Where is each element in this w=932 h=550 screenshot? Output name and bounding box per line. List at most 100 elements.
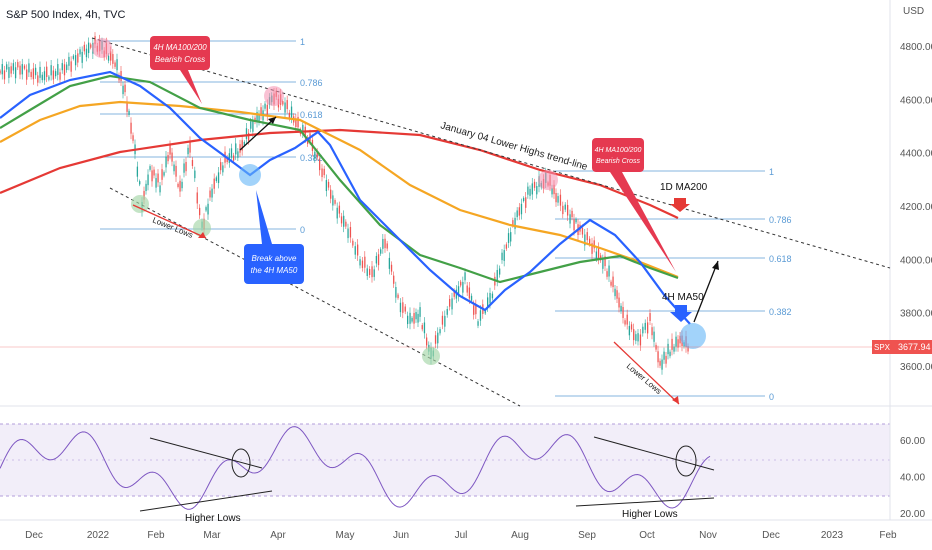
price-candle-body: [205, 207, 207, 211]
price-candle-body: [673, 346, 675, 352]
price-candle-body: [126, 101, 128, 112]
price-candle-body: [290, 106, 293, 118]
price-candle-body: [529, 188, 531, 196]
price-candle-body: [211, 188, 213, 198]
price-candle-body: [81, 51, 83, 63]
price-candle-body: [222, 165, 224, 173]
price-candle-body: [334, 200, 336, 204]
price-candle-body: [70, 61, 72, 72]
price-candle-body: [213, 178, 215, 189]
price-candle-body: [284, 102, 286, 113]
price-candle-body: [21, 64, 23, 75]
price-candle-body: [41, 74, 43, 81]
price-candle-body: [157, 173, 159, 183]
price-candle-body: [503, 250, 505, 261]
price-candle-body: [357, 244, 359, 256]
price-candle-body: [79, 49, 81, 55]
price-candle-body: [63, 64, 66, 76]
price-candle-body: [110, 51, 112, 61]
price-candle-body: [39, 66, 41, 78]
price-candle-body: [369, 269, 371, 275]
price-candle-body: [151, 170, 153, 182]
price-candle-body: [536, 186, 538, 195]
price-candle-body: [551, 188, 553, 195]
fib-level-label: 0.382: [300, 153, 323, 163]
price-candle-body: [181, 181, 183, 189]
price-candle-body: [264, 103, 266, 109]
price-candle-body: [340, 216, 343, 224]
price-candle-body: [512, 220, 514, 226]
ma50-4h-line: [0, 70, 691, 325]
price-tick-label: 4200.00: [900, 202, 932, 213]
price-candle-body: [217, 172, 220, 184]
price-candle-body: [175, 165, 177, 177]
price-candle-body: [384, 238, 386, 249]
price-candle-body: [589, 238, 591, 245]
callout-2-line-2: Bearish Cross: [596, 158, 640, 165]
price-candle-body: [371, 266, 373, 278]
price-candle-body: [32, 68, 35, 80]
price-candle-body: [630, 324, 633, 330]
price-candle-body: [395, 287, 397, 298]
price-candle-body: [669, 351, 671, 357]
time-tick-label: Dec: [25, 530, 43, 541]
breakout-arrow: [239, 116, 277, 151]
price-candle-body: [345, 221, 347, 227]
price-candle-body: [437, 332, 439, 344]
price-candle-body: [415, 312, 417, 320]
high-circle-2: [264, 86, 284, 106]
price-candle-body: [434, 335, 437, 344]
callout-break-above-ma50: Break above the 4H MA50: [244, 190, 304, 284]
price-candle-body: [484, 310, 486, 314]
price-candle-body: [241, 140, 243, 151]
price-candle-body: [28, 63, 30, 73]
price-candle-body: [347, 228, 349, 239]
price-tick-label: 4600.00: [900, 95, 932, 106]
time-tick-label: May: [336, 530, 355, 541]
price-candle-body: [12, 63, 15, 71]
price-candle-body: [19, 65, 21, 75]
price-candle-body: [161, 169, 163, 180]
price-candle-body: [562, 205, 564, 215]
price-candle-body: [77, 53, 79, 63]
price-candle-body: [402, 302, 404, 313]
low-circle-2: [193, 219, 211, 237]
price-candle-body: [584, 234, 586, 246]
price-candle-body: [149, 166, 151, 170]
price-candle-body: [43, 71, 46, 81]
callout-1-line-1: 4H MA100/200: [153, 43, 207, 52]
price-candle-body: [516, 210, 518, 218]
price-candle-body: [667, 343, 669, 355]
price-candle-body: [46, 66, 48, 77]
price-candle-body: [671, 338, 673, 350]
price-tick-label: 3600.00: [900, 362, 932, 373]
price-candle-body: [665, 355, 667, 364]
price-candle-body: [90, 44, 92, 48]
lower-lows-arrowhead-1: [198, 232, 206, 238]
ma100-4h-line: [0, 74, 679, 284]
price-candle-body: [677, 339, 679, 348]
price-candle-body: [479, 310, 482, 321]
fib-level-label: 1: [300, 37, 305, 47]
price-candle-body: [155, 178, 157, 188]
price-candle-body: [663, 351, 665, 360]
price-candle-body: [375, 256, 378, 264]
price-candle-body: [487, 297, 489, 308]
price-candle-body: [444, 315, 446, 327]
price-candle-body: [256, 111, 258, 123]
ma50-arrow: [670, 305, 692, 322]
price-candle-body: [466, 285, 468, 293]
price-candle-body: [191, 160, 194, 166]
price-candle-body: [522, 197, 525, 202]
price-candle-body: [386, 243, 388, 249]
rsi-tick-label: 60.00: [900, 436, 925, 447]
price-candle-body: [649, 313, 651, 321]
price-candle-body: [531, 183, 533, 195]
price-candle-body: [72, 55, 75, 59]
time-tick-label: 2022: [87, 530, 110, 541]
price-candle-body: [52, 70, 55, 80]
price-candle-body: [462, 281, 464, 293]
price-candle-body: [639, 334, 642, 346]
time-tick-label: Aug: [511, 530, 529, 541]
price-candle-body: [606, 271, 608, 277]
